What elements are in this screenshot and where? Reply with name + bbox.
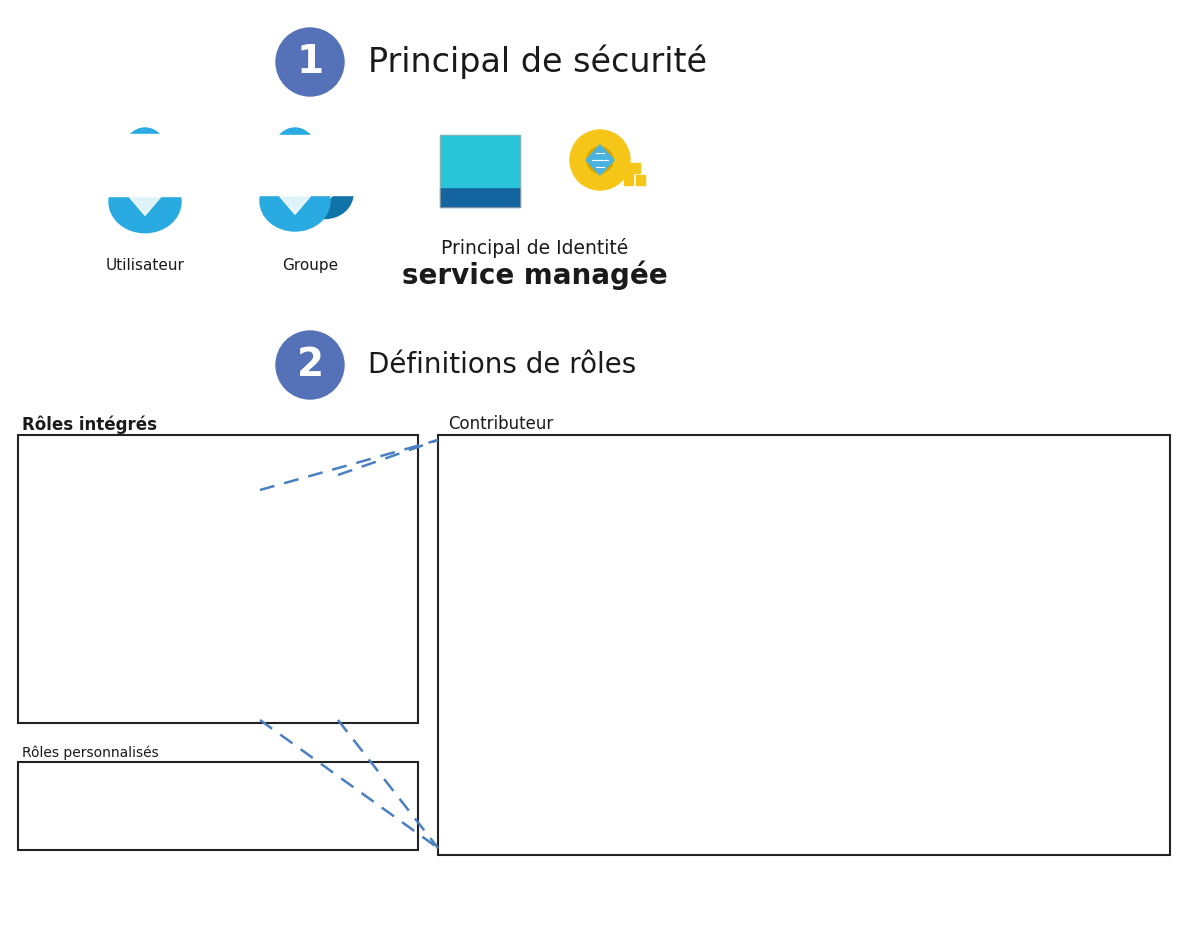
Circle shape [592, 152, 608, 168]
Text: "Authorization/*/Delete",: "Authorization/*/Delete", [455, 590, 784, 608]
Text: Définitions de rôles: Définitions de rôles [369, 351, 636, 379]
Bar [602, 163, 640, 173]
Circle shape [587, 147, 613, 173]
Text: "NotActions": [: "NotActions": [ [455, 562, 606, 580]
Text: "DataActions": [],: "DataActions": [], [455, 702, 635, 720]
Text: Contributeur de machines virtuelles: Contributeur de machines virtuelles [30, 586, 380, 605]
Text: service managée: service managée [402, 260, 668, 289]
FancyBboxPatch shape [269, 138, 382, 188]
Polygon shape [313, 189, 338, 204]
Text: Administrateur de l’accès utilisateur: Administrateur de l’accès utilisateur [30, 571, 308, 586]
Text: Rôles intégrés: Rôles intégrés [23, 415, 156, 433]
Circle shape [570, 130, 630, 190]
Text: "*": "*" [455, 478, 565, 496]
FancyBboxPatch shape [18, 435, 418, 723]
Ellipse shape [308, 136, 342, 176]
Ellipse shape [109, 171, 181, 233]
Text: "Authorization/elevateAccess/Action": "Authorization/elevateAccess/Action" [455, 646, 895, 664]
Ellipse shape [273, 128, 318, 180]
Text: Rôles personnalisés: Rôles personnalisés [23, 745, 159, 759]
FancyBboxPatch shape [440, 187, 520, 207]
Bar [624, 173, 633, 185]
Polygon shape [129, 197, 161, 216]
Circle shape [276, 28, 344, 96]
Text: "AssignableScopes": [: "AssignableScopes": [ [455, 758, 665, 776]
Text: Contributeur: Contributeur [448, 415, 553, 433]
Text: ]: ] [455, 814, 465, 832]
FancyBboxPatch shape [438, 435, 1170, 855]
Bar [636, 175, 645, 185]
Text: Principal de Identité: Principal de Identité [441, 238, 628, 258]
Text: 1: 1 [296, 43, 324, 81]
Text: Opérateur de sauvegarde: Opérateur de sauvegarde [30, 530, 228, 546]
Text: 2: 2 [296, 346, 324, 384]
Text: "NotDataActions": [],: "NotDataActions": [], [455, 730, 665, 748]
Text: "Actions": [: "Actions": [ [455, 450, 575, 468]
Text: ],: ], [455, 674, 475, 692]
Text: Groupe: Groupe [282, 258, 338, 273]
Text: ...: ... [30, 514, 49, 533]
Text: Contributeur: Contributeur [30, 464, 206, 492]
Text: Principal de sécurité: Principal de sécurité [369, 45, 707, 79]
FancyBboxPatch shape [73, 134, 217, 196]
Ellipse shape [297, 169, 353, 219]
Ellipse shape [123, 128, 167, 180]
Ellipse shape [260, 171, 329, 231]
Text: Lecteur de sécurité: Lecteur de sécurité [30, 545, 258, 569]
Text: Opérateur de machines virtuelles: Opérateur de machines virtuelles [30, 800, 333, 819]
FancyBboxPatch shape [440, 135, 520, 187]
Text: "Authorization/*/Write",: "Authorization/*/Write", [455, 618, 775, 636]
FancyBboxPatch shape [225, 135, 365, 195]
FancyBboxPatch shape [18, 762, 418, 850]
Polygon shape [280, 196, 310, 214]
Text: Tickets de support de lecteur: Tickets de support de lecteur [30, 775, 293, 793]
Polygon shape [587, 145, 614, 175]
Text: Lecteur: Lecteur [30, 493, 103, 512]
Circle shape [276, 331, 344, 399]
Text: Utilisateur: Utilisateur [105, 258, 185, 273]
Text: ],: ], [455, 534, 475, 552]
Text: "/": "/" [455, 786, 565, 804]
Text: Propriétaire: Propriétaire [30, 448, 108, 461]
